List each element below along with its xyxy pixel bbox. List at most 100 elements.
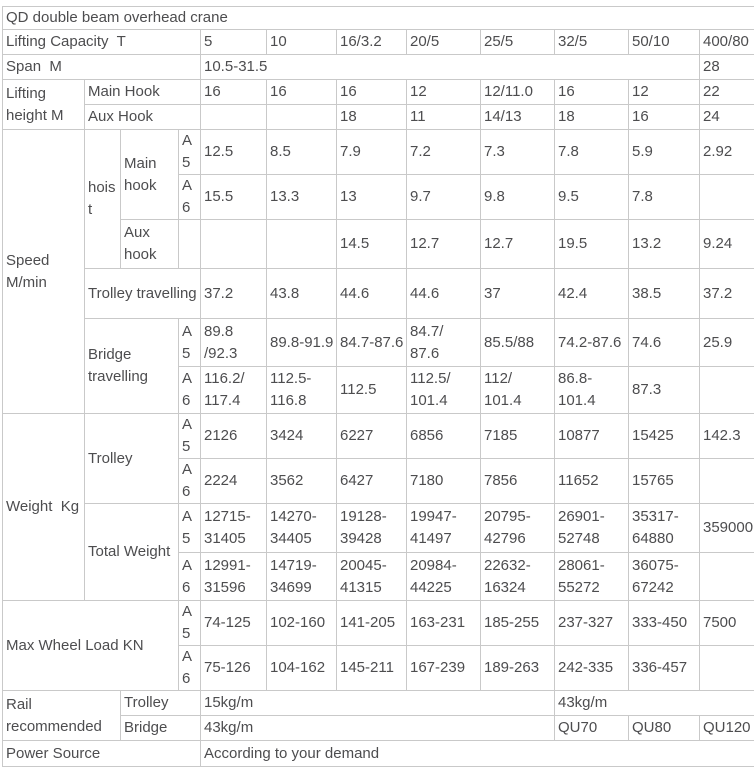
hoist-main-a6-cell: 13	[337, 175, 407, 220]
total-weight-a5-cell: 26901-52748	[555, 504, 629, 553]
hoist-main-a6-cell: 7.8	[629, 175, 700, 220]
total-weight-a6-cell: 20984-44225	[407, 553, 481, 601]
max-wheel-load-label: Max Wheel Load KN	[3, 601, 179, 691]
capacity-cell: 400/80	[700, 30, 754, 55]
max-wheel-a6-cell: 104-162	[267, 646, 337, 691]
total-weight-a6-cell: 22632-16324	[481, 553, 555, 601]
bridge-a6-cell: 112.5/ 101.4	[407, 367, 481, 414]
hoist-main-a5-cell: 8.5	[267, 130, 337, 175]
bridge-a5-cell: 74.6	[629, 319, 700, 367]
weight-trolley-a6-cell: 6427	[337, 459, 407, 504]
main-hook-cell: 22	[700, 80, 754, 105]
max-wheel-a5-cell: 7500	[700, 601, 754, 646]
main-hook-cell: 16	[337, 80, 407, 105]
max-wheel-a5-cell: 237-327	[555, 601, 629, 646]
hoist-main-a5-cell: 12.5	[201, 130, 267, 175]
span-label: Span M	[3, 55, 201, 80]
hoist-aux-cell: 19.5	[555, 220, 629, 269]
max-wheel-a6-cell	[700, 646, 754, 691]
hoist-aux-cell: 12.7	[407, 220, 481, 269]
bridge-a5-cell: 89.8-91.9	[267, 319, 337, 367]
hoist-main-a6-cell: 9.7	[407, 175, 481, 220]
weight-trolley-label: Trolley	[85, 414, 179, 504]
grade-a6-label: A6	[179, 646, 201, 691]
aux-hook-cell: 11	[407, 105, 481, 130]
trolley-travel-cell: 44.6	[407, 269, 481, 319]
max-wheel-a6-cell: 145-211	[337, 646, 407, 691]
weight-trolley-a5-cell: 10877	[555, 414, 629, 459]
lifting-capacity-label: Lifting Capacity T	[3, 30, 201, 55]
aux-hook-cell: 14/13	[481, 105, 555, 130]
aux-hook-cell: 24	[700, 105, 754, 130]
lifting-height-label: Lifting height M	[3, 80, 85, 130]
aux-hook-cell: 18	[337, 105, 407, 130]
max-wheel-a5-cell: 141-205	[337, 601, 407, 646]
capacity-cell: 16/3.2	[337, 30, 407, 55]
weight-trolley-a5-cell: 3424	[267, 414, 337, 459]
hoist-main-a5-cell: 7.8	[555, 130, 629, 175]
hoist-aux-cell: 12.7	[481, 220, 555, 269]
bridge-a6-cell: 112.5- 116.8	[267, 367, 337, 414]
total-weight-a6-cell: 28061-55272	[555, 553, 629, 601]
main-hook-cell: 12/11.0	[481, 80, 555, 105]
hoist-aux-cell	[267, 220, 337, 269]
hoist-main-a6-cell	[700, 175, 754, 220]
total-weight-a5-cell: 35317-64880	[629, 504, 700, 553]
bridge-a6-cell: 112.5	[337, 367, 407, 414]
rail-bridge-qu-cell: QU80	[629, 716, 700, 741]
speed-label: Speed M/min	[3, 130, 85, 414]
bridge-a5-cell: 84.7/ 87.6	[407, 319, 481, 367]
grade-a6-label: A6	[179, 367, 201, 414]
hoist-aux-hook-label: Aux hook	[121, 220, 179, 269]
aux-hook-cell	[201, 105, 267, 130]
aux-hook-cell	[267, 105, 337, 130]
crane-spec-table: QD double beam overhead crane Lifting Ca…	[2, 6, 754, 767]
span-value: 10.5-31.5	[201, 55, 700, 80]
trolley-travel-cell: 37	[481, 269, 555, 319]
total-weight-a6-cell	[700, 553, 754, 601]
trolley-travel-cell: 37.2	[700, 269, 754, 319]
trolley-travelling-label: Trolley travelling	[85, 269, 201, 319]
rail-recommended-label: Rail recommended	[3, 691, 121, 741]
total-weight-a6-cell: 12991-31596	[201, 553, 267, 601]
aux-hook-label: Aux Hook	[85, 105, 201, 130]
bridge-a6-cell: 112/ 101.4	[481, 367, 555, 414]
total-weight-a5-cell: 14270-34405	[267, 504, 337, 553]
max-wheel-a5-cell: 185-255	[481, 601, 555, 646]
hoist-main-a5-cell: 7.2	[407, 130, 481, 175]
power-source-value: According to your demand	[201, 741, 754, 767]
rail-bridge-qu-cell: QU70	[555, 716, 629, 741]
trolley-travel-cell: 42.4	[555, 269, 629, 319]
grade-a5-label: A5	[179, 319, 201, 367]
main-hook-cell: 16	[267, 80, 337, 105]
main-hook-label: Main Hook	[85, 80, 201, 105]
total-weight-a5-cell: 20795-42796	[481, 504, 555, 553]
weight-trolley-a5-cell: 6227	[337, 414, 407, 459]
main-hook-cell: 16	[555, 80, 629, 105]
hoist-main-a6-cell: 9.5	[555, 175, 629, 220]
bridge-a5-cell: 85.5/88	[481, 319, 555, 367]
rail-bridge-qu-cell: QU120	[700, 716, 754, 741]
max-wheel-a6-cell: 189-263	[481, 646, 555, 691]
max-wheel-a5-cell: 333-450	[629, 601, 700, 646]
max-wheel-a6-cell: 75-126	[201, 646, 267, 691]
trolley-travel-cell: 43.8	[267, 269, 337, 319]
table-title: QD double beam overhead crane	[3, 7, 754, 30]
bridge-travelling-label: Bridge travelling	[85, 319, 179, 414]
grade-a5-label: A5	[179, 130, 201, 175]
grade-a6-label: A6	[179, 459, 201, 504]
total-weight-a5-cell: 19947-41497	[407, 504, 481, 553]
weight-trolley-a6-cell	[700, 459, 754, 504]
hoist-main-a6-cell: 13.3	[267, 175, 337, 220]
weight-trolley-a5-cell: 15425	[629, 414, 700, 459]
aux-hook-cell: 18	[555, 105, 629, 130]
weight-trolley-a6-cell: 15765	[629, 459, 700, 504]
bridge-a5-cell: 74.2-87.6	[555, 319, 629, 367]
weight-trolley-a5-cell: 142.3	[700, 414, 754, 459]
weight-label: Weight Kg	[3, 414, 85, 601]
grade-a5-label: A5	[179, 601, 201, 646]
grade-a5-label: A5	[179, 504, 201, 553]
hoist-label: hoist	[85, 130, 121, 269]
trolley-travel-cell: 37.2	[201, 269, 267, 319]
max-wheel-a5-cell: 74-125	[201, 601, 267, 646]
